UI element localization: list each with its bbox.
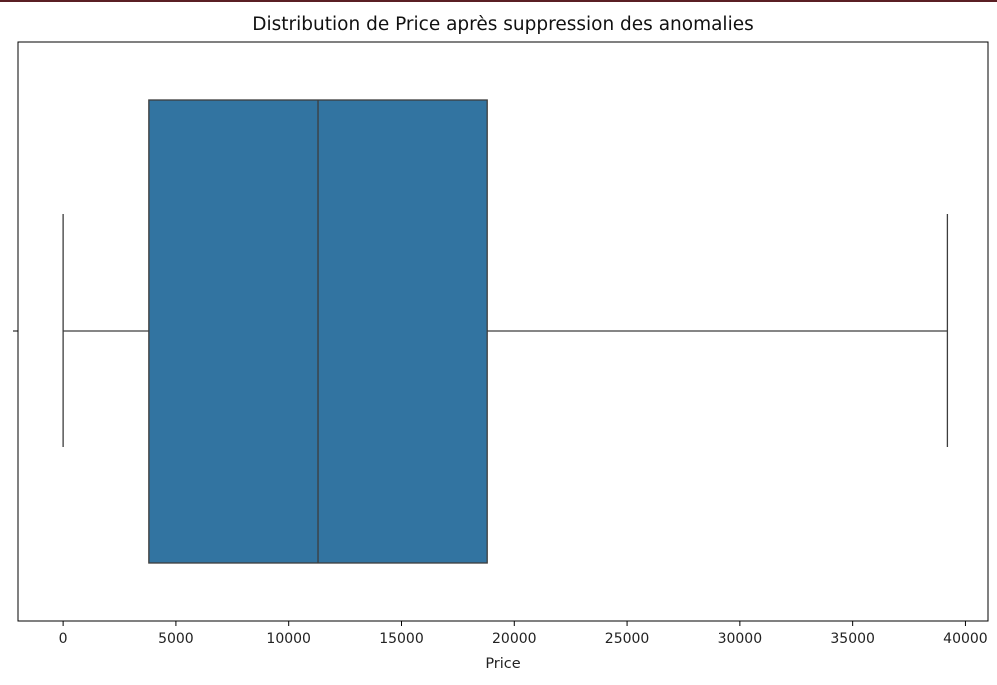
chart-title: Distribution de Price après suppression …: [252, 14, 753, 35]
plot-area: 0 5000 10000 15000 20000 25000 30000 35000 40000: [13, 41, 989, 647]
x-tick-label: 10000: [266, 631, 311, 647]
x-tick-label: 5000: [158, 631, 194, 647]
x-tick-label: 35000: [830, 631, 875, 647]
x-axis-ticks: 0 5000 10000 15000 20000 25000 30000 35000 40000: [59, 621, 988, 647]
window-top-strip: [0, 0, 997, 2]
x-tick-label: 15000: [379, 631, 424, 647]
x-tick-label: 40000: [943, 631, 988, 647]
boxplot: [62, 99, 949, 564]
x-axis-label: Price: [485, 656, 520, 672]
x-tick-label: 0: [59, 631, 68, 647]
x-tick-label: 25000: [605, 631, 650, 647]
x-tick-label: 30000: [718, 631, 763, 647]
x-tick-label: 20000: [492, 631, 537, 647]
